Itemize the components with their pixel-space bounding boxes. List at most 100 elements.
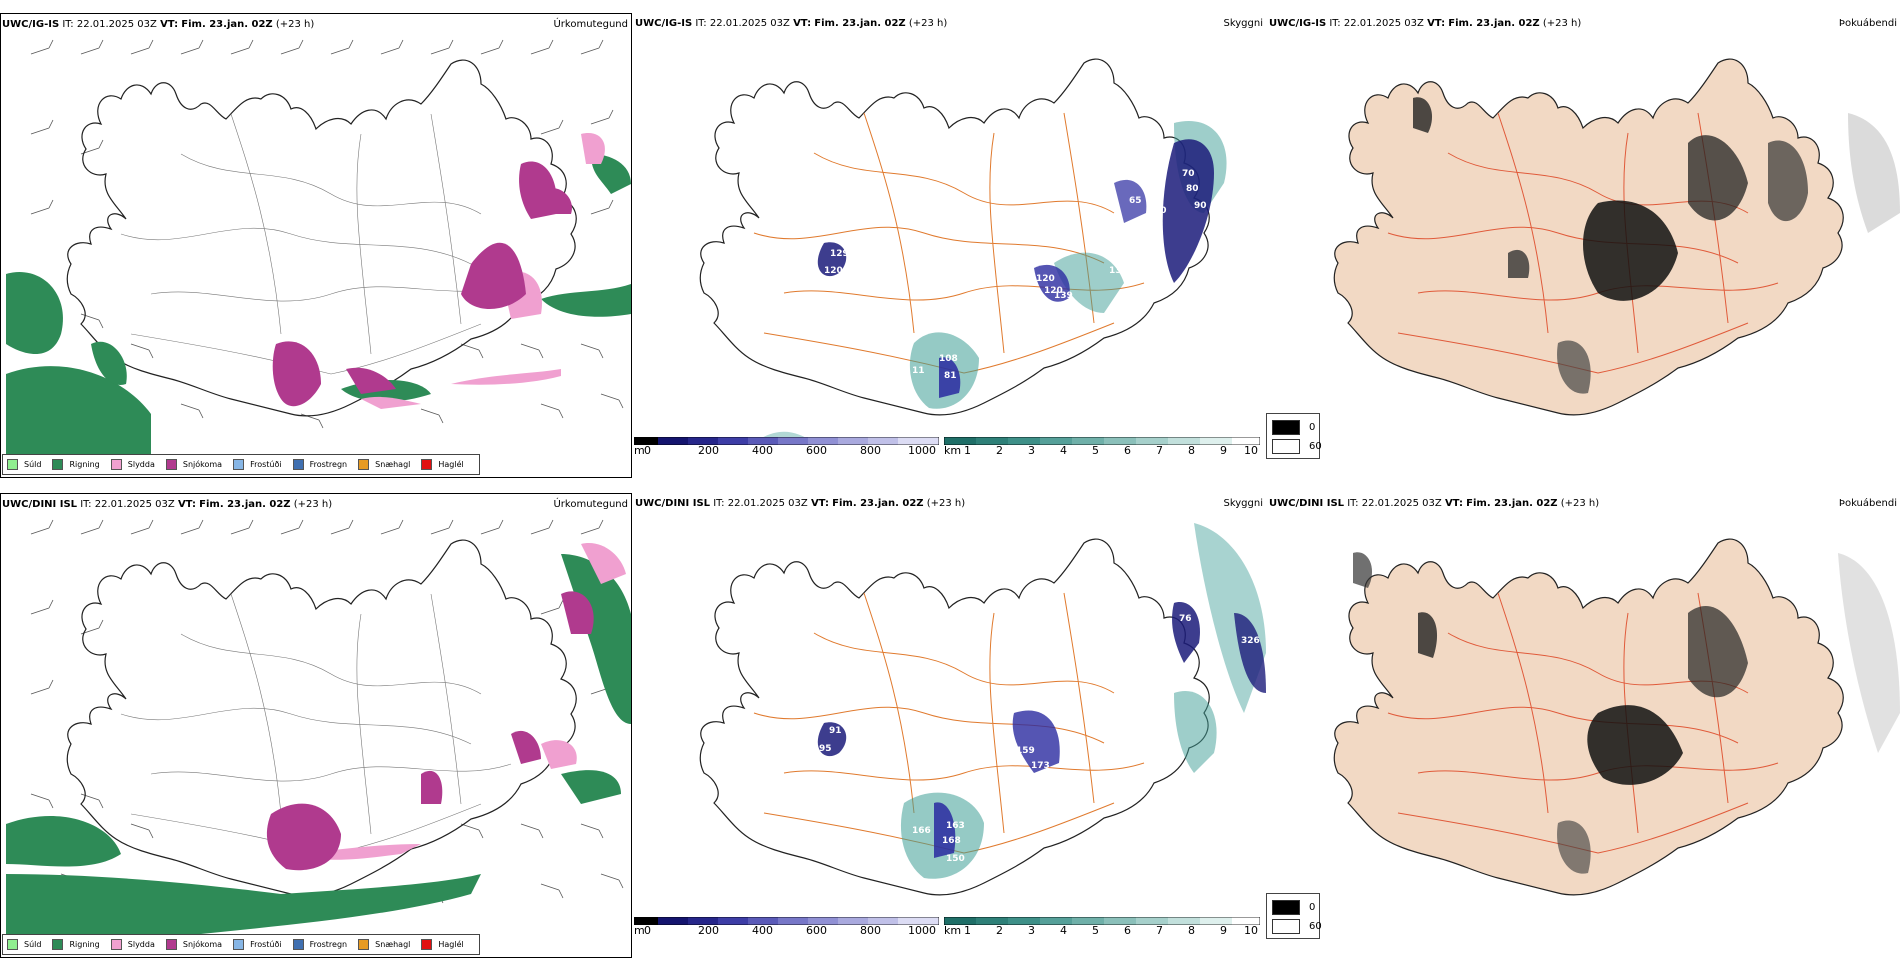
panel-header: UWC/IG-IS IT: 22.01.2025 03Z VT: Fim. 23… [1269,18,1582,29]
visibility-label: 70 [1182,169,1195,179]
visibility-label: 65 [1129,196,1142,206]
cloudbase-colorbar: m 0 200 400 600 800 1000 [634,437,939,457]
panel-title: Þokuábendi [1838,498,1897,509]
tick-label: 1000 [908,444,936,457]
cloudbase-colorbar: m 0 200 400 600 800 1000 [634,917,939,937]
panel-header: UWC/IG-IS IT: 22.01.2025 03Z VT: Fim. 23… [635,18,948,29]
visibility-label: 60 [1154,206,1167,216]
visibility-label: 75 [944,246,957,256]
tick-label: 10 [1244,444,1258,457]
legend-item: Frostúði [233,459,282,470]
panel-title: Úrkomutegund [553,499,628,510]
tick-label: 600 [806,924,827,937]
visibility-label: 87 [1064,331,1077,341]
tick-label: 200 [698,924,719,937]
tick-label: 5 [1092,444,1099,457]
visibility-map: 326 76 149 88 91 95 110 159 173 86 101 1… [699,523,1266,896]
visibility-label: 86 [1064,781,1077,791]
visibility-label: 90 [1194,201,1207,211]
visibility-label: 25 [1164,336,1177,346]
panel-title: Þokuábendi [1838,18,1897,29]
precip-type-legend: Súld Rigning Slydda Snjókoma Frostúði Fr… [2,934,480,955]
fog-panel-2: UWC/DINI ISL IT: 22.01.2025 03Z VT: Fim.… [1268,493,1900,958]
visibility-label: 137 [1109,266,1128,276]
tick-label: 9 [1220,924,1227,937]
tick-label: 400 [752,924,773,937]
visibility-value-labels: 326 76 149 88 91 95 110 159 173 86 101 1… [819,614,1260,864]
legend-item: Frostregn [292,459,347,470]
legend-item: Slydda [110,939,155,950]
panel-header: UWC/DINI ISL IT: 22.01.2025 03Z VT: Fim.… [1269,498,1600,509]
precip-map [6,519,631,934]
visibility-label: 88 [1202,796,1215,806]
visibility-label: 80 [1186,184,1199,194]
visibility-label: 527 [1229,171,1248,181]
visibility-label: 326 [1241,636,1260,646]
panel-header: UWC/DINI ISL IT: 22.01.2025 03Z VT: Fim.… [2,499,333,510]
visibility-label: 168 [942,836,961,846]
visibility-unit: km [944,924,962,937]
tick-label: 7 [1156,444,1163,457]
visibility-map: 527 80 90 70 60 65 120 120 129 75 120 13… [699,58,1248,443]
visibility-colorbar: km 1 2 3 4 5 6 7 8 9 10 [944,917,1260,937]
visibility-label: 120 [1036,274,1055,284]
panel-header: UWC/DINI ISL IT: 22.01.2025 03Z VT: Fim.… [635,498,966,509]
fog-panel-1: UWC/IG-IS IT: 22.01.2025 03Z VT: Fim. 23… [1268,13,1900,478]
legend-item: Snjókoma [165,939,222,950]
tick-label: 1 [964,924,971,937]
legend-item: Slydda [110,459,155,470]
tick-label: 6 [1124,444,1131,457]
visibility-label: 76 [1179,614,1192,624]
cloudbase-unit: m [634,924,645,937]
tick-label: 4 [1060,444,1067,457]
tick-label: 1000 [908,924,936,937]
visibility-label: 91 [829,726,842,736]
visibility-label: 149 [1164,752,1183,762]
tick-label: 0 [644,924,651,937]
visibility-label: 173 [1031,761,1050,771]
tick-label: 0 [644,444,651,457]
legend-item: Frostregn [292,939,347,950]
visibility-label: 101 [1061,806,1080,816]
panel-title: Skyggni [1223,498,1263,509]
legend-item: Frostúði [233,939,282,950]
tick-label: 800 [860,924,881,937]
visibility-label: 139 [1054,291,1073,301]
visibility-label: 120 [824,266,843,276]
legend-item: Snæhagl [358,939,410,950]
visibility-label: 95 [819,744,832,754]
fog-map [1333,538,1900,896]
visibility-label: 81 [944,371,957,381]
legend-item: Súld [7,459,41,470]
legend-item: Rigning [52,459,100,470]
tick-label: 600 [806,444,827,457]
tick-label: 8 [1188,924,1195,937]
visibility-label: 110 [942,726,961,736]
panel-title: Skyggni [1223,18,1263,29]
tick-label: 800 [860,444,881,457]
visibility-unit: km [944,444,962,457]
tick-label: 2 [996,924,1003,937]
visibility-panel-2: UWC/DINI ISL IT: 22.01.2025 03Z VT: Fim.… [634,493,1266,958]
precip-type-legend: Súld Rigning Slydda Snjókoma Frostúði Fr… [2,454,480,475]
visibility-label: 163 [946,821,965,831]
legend-item: Snæhagl [358,459,410,470]
tick-label: 4 [1060,924,1067,937]
visibility-label: 11 [912,366,925,376]
visibility-label: 120 [1044,286,1063,296]
tick-label: 1 [964,444,971,457]
legend-item: Haglél [421,939,464,950]
panel-header: UWC/IG-IS IT: 22.01.2025 03Z VT: Fim. 23… [2,19,315,30]
fog-map [1333,58,1900,416]
panel-title: Úrkomutegund [553,19,628,30]
tick-label: 5 [1092,924,1099,937]
precip-map [6,39,631,454]
fog-legend-2: 0 60 [1266,893,1322,939]
precip-type-panel-2: UWC/DINI ISL IT: 22.01.2025 03Z VT: Fim.… [0,493,632,958]
visibility-panel-1: UWC/IG-IS IT: 22.01.2025 03Z VT: Fim. 23… [634,13,1266,478]
visibility-label: 159 [1016,746,1035,756]
tick-label: 8 [1188,444,1195,457]
legend-item: Rigning [52,939,100,950]
visibility-label: 108 [939,354,958,364]
tick-label: 3 [1028,444,1035,457]
